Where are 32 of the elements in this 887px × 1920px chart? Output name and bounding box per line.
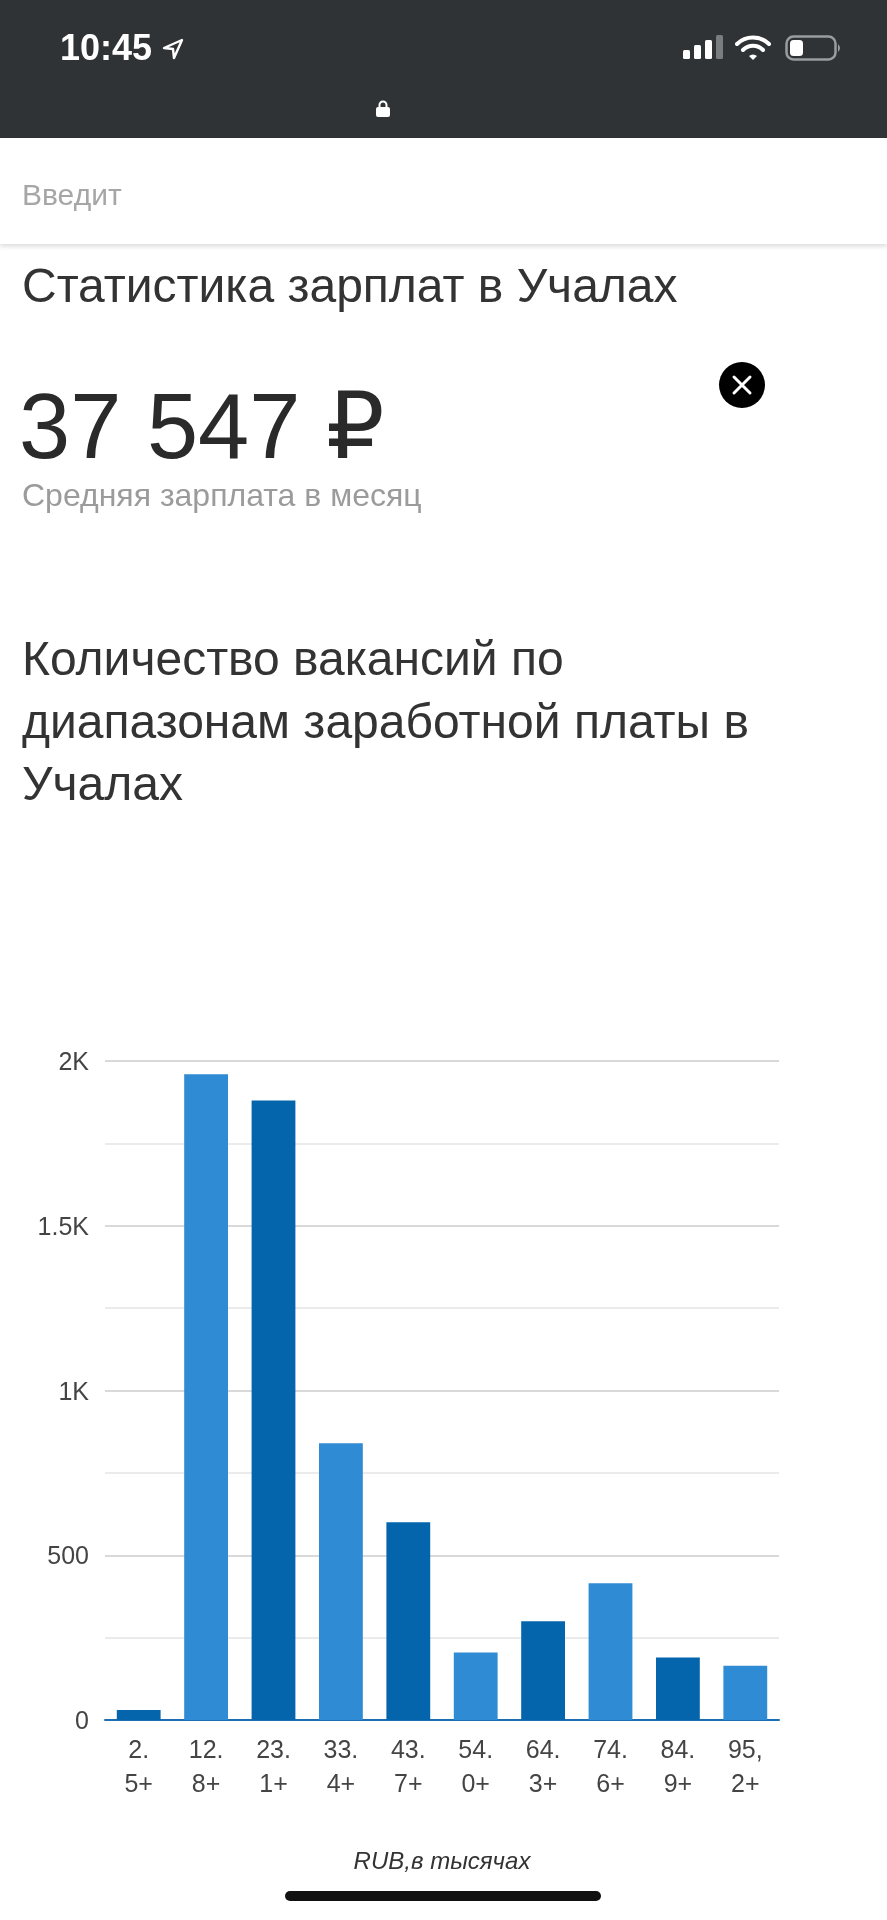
text: Средняя зарплата в месяц xyxy=(22,477,422,513)
x-tick-label: 43.7+ xyxy=(390,1735,426,1797)
x-tick-label: 95,2+ xyxy=(727,1735,763,1797)
x-tick-label: 23.1+ xyxy=(256,1735,291,1797)
y-tick-label: 1K xyxy=(58,1376,90,1405)
bar xyxy=(723,1665,768,1720)
bar xyxy=(116,1710,161,1720)
bar xyxy=(184,1074,229,1720)
x-tick-label: 84.9+ xyxy=(660,1735,696,1797)
bar xyxy=(251,1100,296,1720)
y-tick-label: 500 xyxy=(47,1541,89,1570)
x-tick-label: 33.4+ xyxy=(323,1735,359,1797)
x-tick-label: 12.8+ xyxy=(188,1735,224,1797)
text: Статистика зарплат в Учалах xyxy=(22,258,678,314)
y-tick-label: 0 xyxy=(75,1706,89,1734)
text: 37 547 ₽ xyxy=(19,375,385,477)
x-tick-label: 64.3+ xyxy=(525,1735,561,1797)
x-tick-label: 2.5+ xyxy=(124,1735,153,1797)
text: 10:45 xyxy=(60,26,153,70)
bar xyxy=(588,1583,633,1720)
bar xyxy=(386,1522,431,1720)
x-tick-label: 74.6+ xyxy=(593,1735,628,1797)
bar xyxy=(521,1621,566,1720)
bar xyxy=(656,1657,700,1720)
bar xyxy=(319,1443,363,1720)
chart-title: Количество вакансий по диапазонам заработной платы в Учалах xyxy=(22,631,750,812)
bar xyxy=(453,1652,498,1720)
y-tick-label: 1.5K xyxy=(37,1211,90,1240)
text: Введит xyxy=(22,177,122,213)
x-axis-title: RUB,в тысячах xyxy=(353,1846,532,1874)
y-tick-label: 2K xyxy=(58,1047,90,1075)
x-tick-label: 54.0+ xyxy=(458,1735,494,1797)
